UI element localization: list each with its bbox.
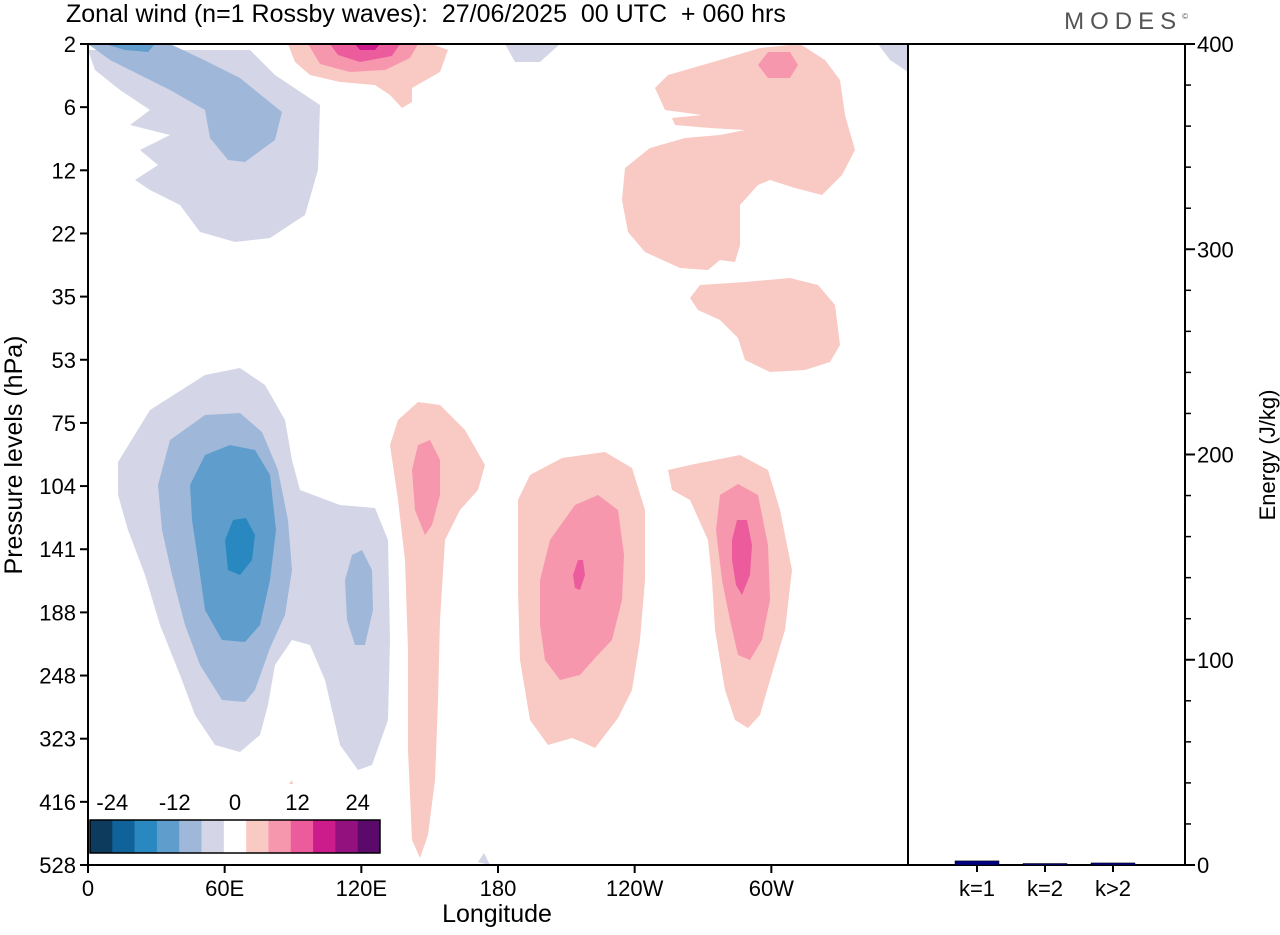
y-tick-label: 323	[39, 727, 76, 752]
energy-y-tick-label: 0	[1197, 853, 1209, 878]
chart-title: Zonal wind (n=1 Rossby waves): 27/06/202…	[66, 0, 786, 28]
colorbar-swatch	[335, 820, 358, 853]
contour-neg-upper-inner	[105, 44, 155, 52]
logo-text: MODES	[1064, 8, 1183, 35]
x-tick-label: 60W	[749, 876, 794, 901]
y-tick-label: 35	[52, 285, 76, 310]
colorbar-tick-label: 12	[285, 790, 309, 815]
contour-pos-center-mid	[540, 495, 624, 680]
energy-bar-chart: 0 100 200 300 400 k=1 k=2 k>2	[954, 32, 1234, 901]
colorbar-swatch	[246, 820, 269, 853]
y-tick-label: 75	[52, 411, 76, 436]
colorbar-outline	[89, 819, 381, 854]
energy-y-tick-label: 200	[1197, 443, 1234, 468]
pressure-axis: 2 6 12 22 35 53 75 104 141 188 248 323 416 528	[39, 32, 88, 878]
y-tick-label: 528	[39, 853, 76, 878]
y-tick-label: 53	[52, 348, 76, 373]
energy-bar	[1090, 862, 1136, 866]
colorbar-swatch	[90, 820, 113, 853]
y-tick-label: 248	[39, 664, 76, 689]
colorbar-swatch	[201, 820, 225, 853]
colorbar-tick-label: -12	[159, 790, 191, 815]
contour-neg-dot	[478, 853, 490, 865]
contour-neg-core	[225, 518, 255, 575]
y-tick-label: 22	[52, 221, 76, 246]
x-tick-label: 60E	[205, 876, 244, 901]
colorbar-swatch	[134, 820, 158, 853]
y-tick-label: 416	[39, 790, 76, 815]
energy-category-label: k=2	[1027, 876, 1063, 901]
y-axis-label: Pressure levels (hPa)	[0, 336, 28, 575]
contour-neg-upper-mid	[88, 44, 282, 162]
logo-mark: ©	[1182, 12, 1188, 21]
modes-logo: MODES©	[1064, 8, 1188, 36]
energy-category-label: k=1	[959, 876, 995, 901]
colorbar-swatch	[156, 820, 180, 853]
contour-pos-top-inner	[330, 44, 400, 62]
colorbar-tick-label: 24	[345, 790, 369, 815]
energy-y-tick-label: 100	[1197, 648, 1234, 673]
y-tick-label: 2	[64, 32, 76, 57]
contour-neg-small	[345, 550, 373, 645]
colorbar-tick-label: 0	[229, 790, 241, 815]
colorbar-swatch	[357, 820, 381, 853]
contour-neg-topright2	[878, 44, 908, 72]
energy-axis-label: Energy (J/kg)	[1255, 390, 1280, 521]
colorbar-swatch	[268, 820, 292, 853]
colorbar: -24 -12 0 12 24	[89, 784, 385, 864]
energy-y-tick-label: 300	[1197, 237, 1234, 262]
contour-neg-topright	[505, 44, 560, 62]
contour-pos-top-core	[355, 44, 380, 50]
y-tick-label: 141	[39, 537, 76, 562]
y-tick-label: 104	[39, 474, 76, 499]
contour-pos-upper-right-inner	[758, 52, 798, 78]
contour-pos-right-core	[732, 520, 752, 595]
contour-pos-upper-right-2	[690, 278, 840, 372]
contour-pos-narrow-inner	[412, 440, 440, 535]
colorbar-swatch	[290, 820, 314, 853]
colorbar-swatch	[223, 820, 247, 853]
x-tick-label: 180	[480, 876, 517, 901]
y-tick-label: 188	[39, 600, 76, 625]
colorbar-tick-label: -24	[96, 790, 128, 815]
x-tick-label: 120W	[606, 876, 664, 901]
contour-pos-narrow-outer	[390, 402, 485, 858]
colorbar-swatch	[179, 820, 202, 853]
y-tick-label: 6	[64, 95, 76, 120]
colorbar-swatch	[112, 820, 135, 853]
energy-bar	[1022, 863, 1068, 866]
contour-field	[88, 44, 908, 865]
y-tick-label: 12	[52, 158, 76, 183]
longitude-axis: 0 60E 120E 180 120W 60W	[82, 865, 794, 901]
energy-y-tick-label: 400	[1197, 32, 1234, 57]
energy-bar	[954, 860, 1000, 866]
contour-pos-upper-right	[622, 44, 855, 270]
contour-pos-center-core	[573, 560, 585, 590]
x-tick-label: 0	[82, 876, 94, 901]
colorbar-swatch	[313, 820, 336, 853]
energy-category-label: k>2	[1095, 876, 1131, 901]
x-tick-label: 120E	[336, 876, 387, 901]
x-axis-label: Longitude	[442, 900, 552, 928]
